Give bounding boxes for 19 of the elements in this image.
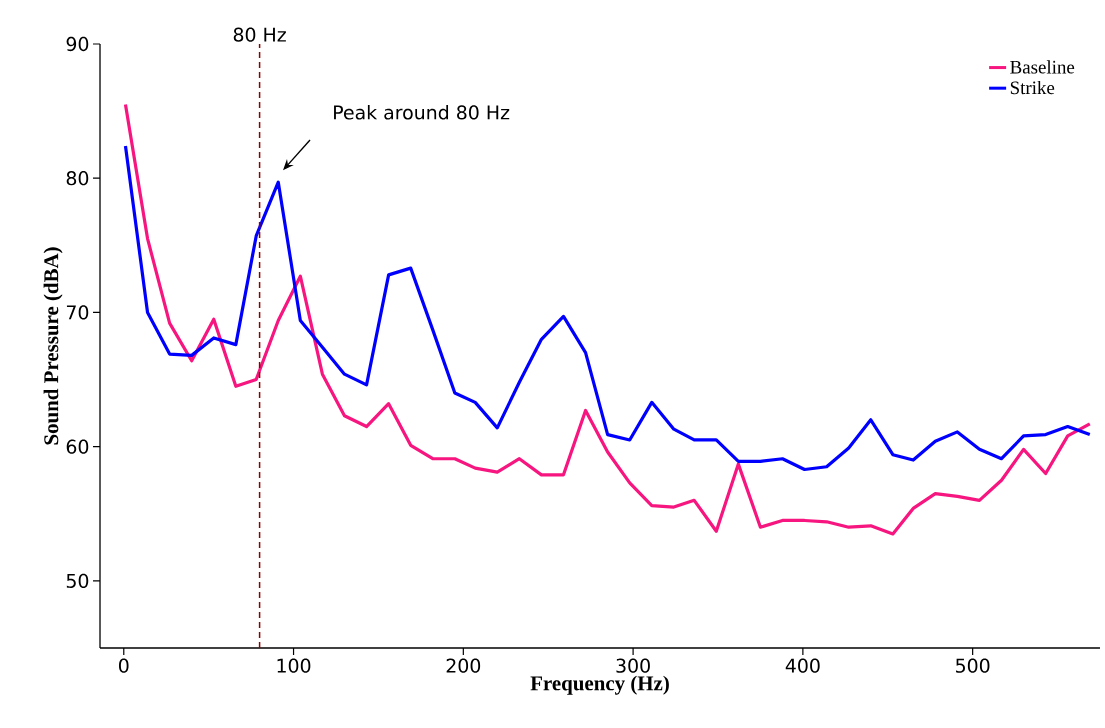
x-tick-label: 100 [277,658,311,673]
y-tick-label: 90 [66,36,89,52]
y-tick-label: 80 [66,171,89,186]
y-axis-title: Sound Pressure (dBA) [43,247,63,445]
x-tick-label: 500 [956,658,990,673]
legend-label: Strike [1010,80,1055,95]
y-tick-label: 60 [66,439,89,454]
x-axis-title: Frequency (Hz) [530,675,669,695]
y-tick-label: 50 [66,573,89,589]
line-series [123,102,1092,536]
x-tick-label: 0 [119,658,129,673]
line-series [123,144,1092,472]
annotation: Peak around 80 Hz [334,104,510,120]
x-tick-label: 300 [616,658,650,673]
legend-label: Baseline [1010,60,1075,74]
x-tick-label: 400 [785,658,820,673]
x-tick-label: 200 [446,658,481,673]
ref-line-label: 80 Hz [233,27,286,42]
y-tick-label: 70 [66,305,89,320]
